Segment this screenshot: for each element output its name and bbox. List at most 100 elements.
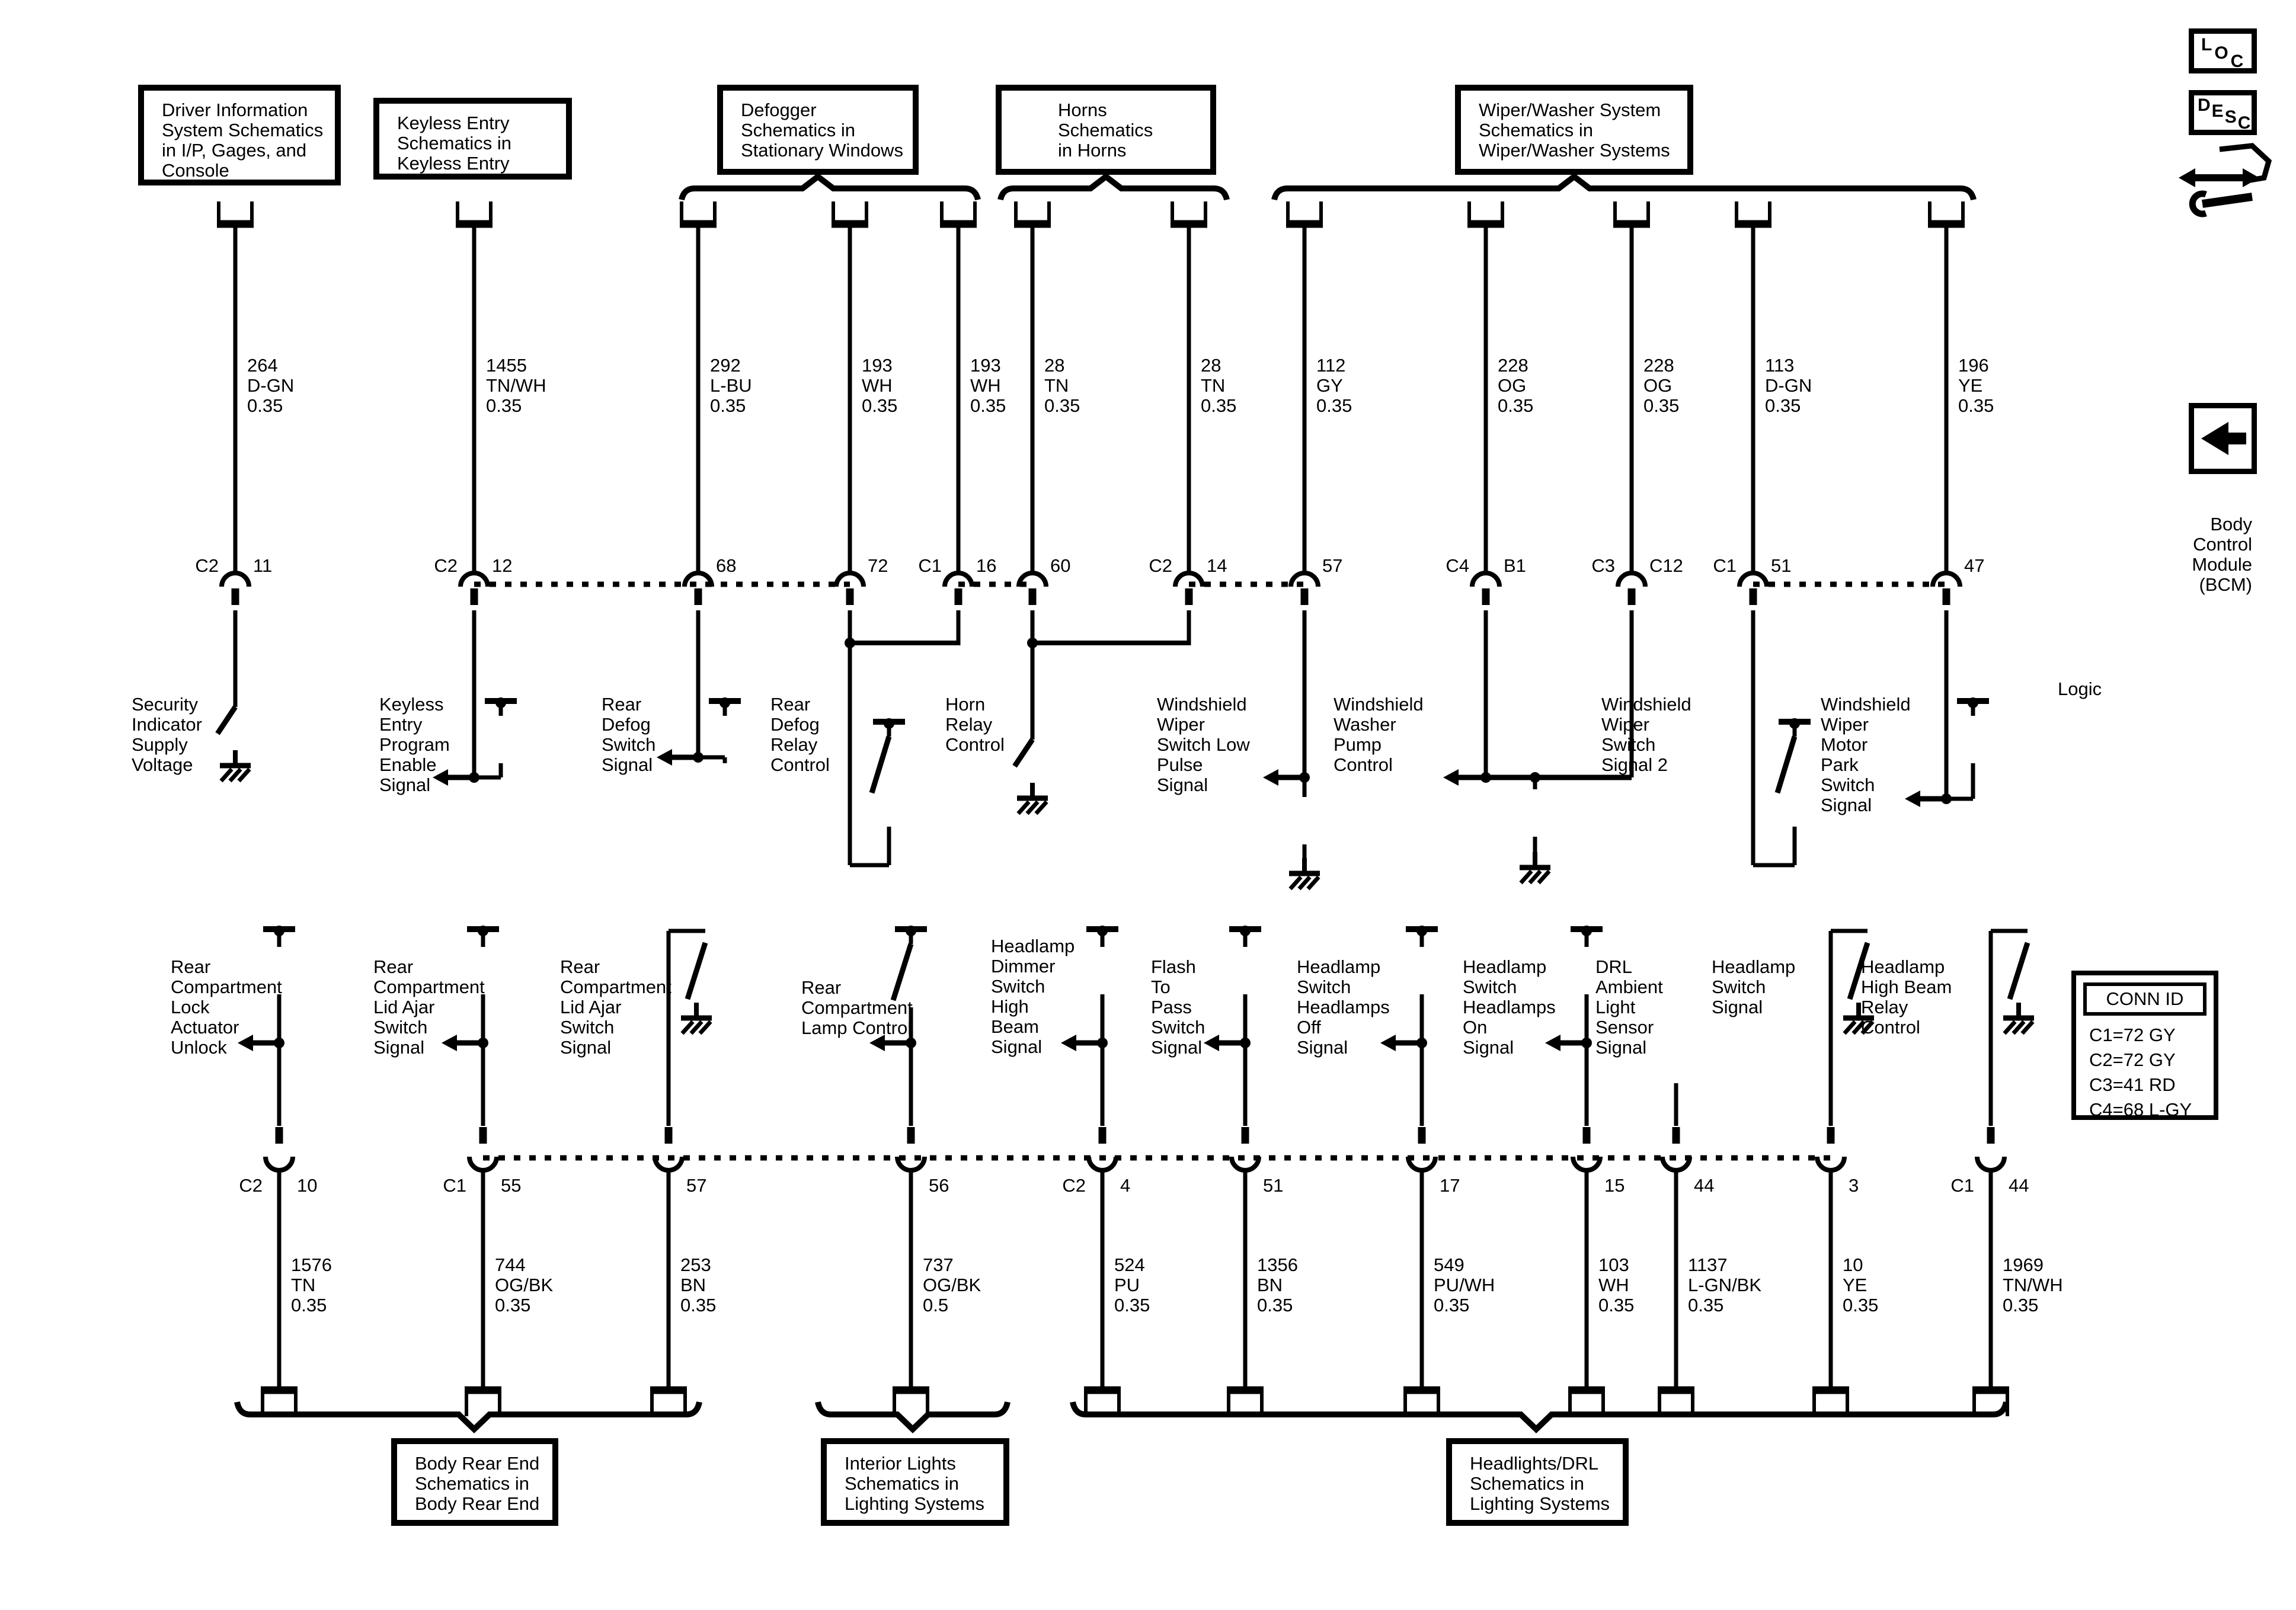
- conn-id-title: CONN ID: [2083, 982, 2207, 1016]
- brace: [815, 1401, 1011, 1433]
- ref-box-label: Headlights/DRL Schematics in Lighting Sy…: [1470, 1453, 1610, 1514]
- junction-dot: [1416, 1038, 1427, 1048]
- resistor: [270, 947, 289, 994]
- signal-label: Headlamp Switch Signal: [1712, 956, 1796, 1017]
- signal-label: Headlamp Switch Headlamps Off Signal: [1297, 956, 1390, 1058]
- signal-label: Rear Compartment Lid Ajar Switch Signal: [373, 956, 485, 1058]
- signal-label: Headlamp Switch Headlamps On Signal: [1463, 956, 1556, 1058]
- signal-arrow: [1263, 769, 1278, 786]
- pin-number: 11: [253, 555, 273, 576]
- ground-symbol: [1016, 800, 1031, 815]
- signal-arrow: [1545, 1035, 1560, 1051]
- ground-symbol: [698, 1020, 712, 1035]
- wire-label: 292 L-BU 0.35: [710, 355, 752, 416]
- wire-label: 1455 TN/WH 0.35: [486, 355, 546, 416]
- wire-label: 196 YE 0.35: [1958, 355, 1994, 416]
- wire-label: 193 WH 0.35: [970, 355, 1006, 416]
- connector-pin: [1229, 1156, 1261, 1173]
- ground-symbol: [1528, 869, 1542, 885]
- signal-arrow: [1443, 769, 1459, 786]
- connector-id: C2: [195, 555, 219, 576]
- connector-id: C2: [239, 1175, 263, 1196]
- connector-pin: [467, 1156, 499, 1173]
- pin-number: 57: [686, 1175, 707, 1196]
- signal-label: Rear Compartment Lock Actuator Unlock: [171, 956, 282, 1058]
- schematic-ref-box-horns: Horns Schematics in Horns: [996, 85, 1216, 175]
- brace: [234, 1401, 702, 1433]
- connector-id: C3: [1591, 555, 1615, 576]
- wire-label: 1356 BN 0.35: [1257, 1254, 1298, 1315]
- connector-pin: [263, 1156, 295, 1173]
- conn-id-rows: C1=72 GY C2=72 GY C3=41 RD C4=68 L-GY: [2089, 1025, 2192, 1120]
- wire-label: 549 PU/WH 0.35: [1434, 1254, 1495, 1315]
- connector-id: C1: [1713, 555, 1737, 576]
- junction-dot: [469, 772, 479, 783]
- ground-symbol: [680, 1020, 695, 1035]
- signal-label: DRL Ambient Light Sensor Signal: [1595, 956, 1663, 1058]
- wire-label: 1969 TN/WH 0.35: [2003, 1254, 2063, 1315]
- pin-number: C12: [1649, 555, 1683, 576]
- wire-label: 1576 TN 0.35: [291, 1254, 332, 1315]
- resistor: [1236, 947, 1255, 994]
- desc-button[interactable]: DESC: [2189, 90, 2257, 135]
- ground-symbol: [237, 767, 251, 783]
- switch-blade: [1774, 735, 1798, 794]
- ref-box-label: Body Rear End Schematics in Body Rear En…: [415, 1453, 540, 1514]
- brace: [997, 172, 1230, 201]
- wire-label: 28 TN 0.35: [1201, 355, 1237, 416]
- ref-box-label: Defogger Schematics in Stationary Window…: [741, 100, 903, 161]
- ground-symbol: [2012, 1020, 2026, 1035]
- ground-symbol: [1519, 869, 1533, 885]
- schematic-ref-box-defogger: Defogger Schematics in Stationary Window…: [717, 85, 919, 175]
- loc-letter: L: [2201, 35, 2212, 55]
- junction-dot: [1480, 772, 1491, 783]
- resistor: [1412, 947, 1431, 994]
- wire-label: 228 OG 0.35: [1498, 355, 1534, 416]
- ref-box-label: Horns Schematics in Horns: [1058, 100, 1153, 161]
- wire-label: 28 TN 0.35: [1044, 355, 1080, 416]
- signal-arrow: [433, 769, 448, 786]
- signal-label: Flash To Pass Switch Signal: [1151, 956, 1205, 1058]
- signal-label: Headlamp Dimmer Switch High Beam Signal: [991, 936, 1075, 1057]
- ground-symbol: [1843, 1020, 1857, 1035]
- wire-label: 264 D-GN 0.35: [247, 355, 295, 416]
- connector-pin: [1815, 1156, 1847, 1173]
- pin-number: 12: [492, 555, 513, 576]
- pin-number: 57: [1322, 555, 1343, 576]
- wire-label: 744 OG/BK 0.35: [495, 1254, 554, 1315]
- ground-symbol: [1025, 800, 1040, 815]
- pin-number: 47: [1964, 555, 1985, 576]
- connector-pin: [653, 1156, 685, 1173]
- connector-id: C1: [918, 555, 942, 576]
- wire-label: 253 BN 0.35: [680, 1254, 717, 1315]
- back-button[interactable]: [2189, 403, 2257, 474]
- connector-pin: [1406, 1156, 1438, 1173]
- ref-box-label: Wiper/Washer System Schematics in Wiper/…: [1479, 100, 1670, 161]
- brace: [1271, 172, 1977, 201]
- schematic-ref-box-keyless: Keyless Entry Schematics in Keyless Entr…: [373, 98, 572, 180]
- signal-arrow: [869, 1035, 885, 1051]
- signal-label: Keyless Entry Program Enable Signal: [379, 694, 450, 795]
- conn-id-box: CONN ID C1=72 GY C2=72 GY C3=41 RD C4=68…: [2071, 971, 2218, 1120]
- ground-symbol: [689, 1020, 703, 1035]
- signal-arrow: [442, 1035, 457, 1051]
- schematic-tools-icon: [2179, 168, 2195, 187]
- wire-label: 103 WH 0.35: [1598, 1254, 1635, 1315]
- switch-blade: [215, 705, 238, 735]
- connector-pin: [1173, 571, 1205, 587]
- pin-number: 16: [976, 555, 997, 576]
- connector-id: C1: [1950, 1175, 1974, 1196]
- resistor: [1526, 789, 1544, 837]
- schematic-ref-box-wiper-washer: Wiper/Washer System Schematics in Wiper/…: [1455, 85, 1693, 175]
- pin-number: 44: [1694, 1175, 1715, 1196]
- signal-arrow: [1905, 790, 1920, 807]
- signal-arrow: [238, 1035, 253, 1051]
- pin-number: 15: [1604, 1175, 1625, 1196]
- resistor: [1093, 947, 1112, 994]
- pin-number: 44: [2009, 1175, 2029, 1196]
- signal-label: Rear Defog Relay Control: [770, 694, 830, 775]
- schematic-ref-box-headlights-drl: Headlights/DRL Schematics in Lighting Sy…: [1446, 1438, 1629, 1526]
- pin-number: 51: [1771, 555, 1792, 576]
